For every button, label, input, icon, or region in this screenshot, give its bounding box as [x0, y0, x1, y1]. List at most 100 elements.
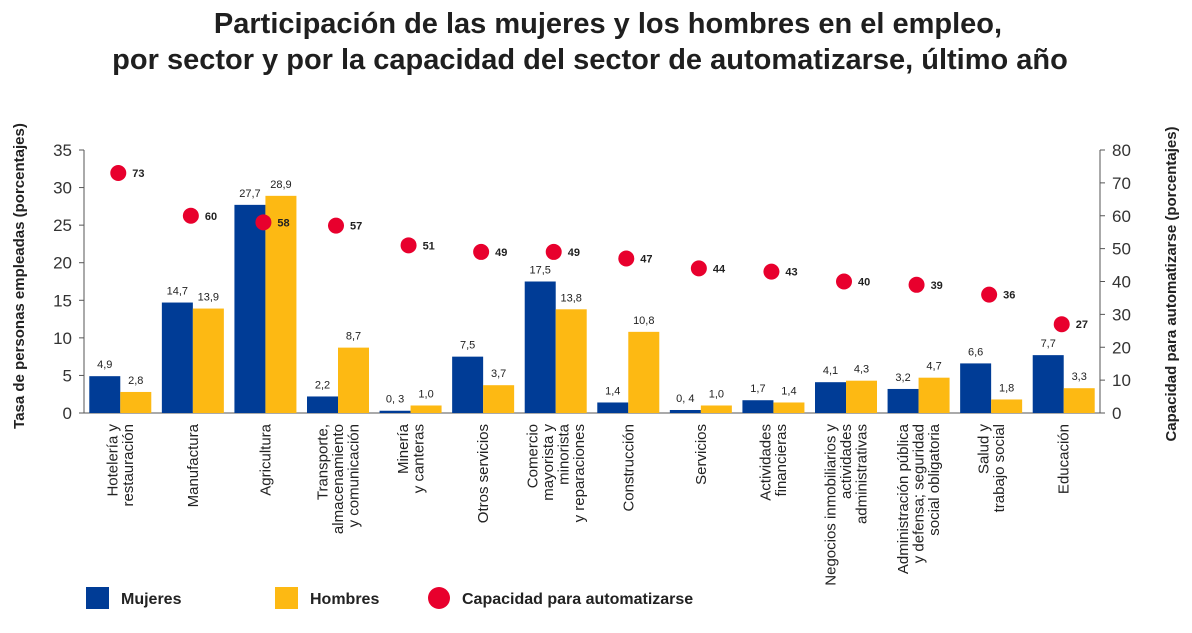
bar-mujeres: [379, 410, 411, 413]
bar-hombres: [120, 391, 152, 413]
category-label-line: y defensa; seguridad: [911, 424, 928, 563]
category-label-line: Educación: [1056, 424, 1073, 494]
dot-capacidad: [1053, 316, 1070, 333]
bar-label-mujeres: 2,2: [315, 379, 330, 391]
bar-hombres: [918, 377, 950, 413]
y-tick-label: 15: [53, 291, 72, 310]
bar-hombres: [265, 195, 297, 413]
dot-capacidad: [545, 243, 562, 260]
y2-tick-label: 50: [1112, 240, 1131, 259]
bar-mujeres: [161, 302, 193, 413]
bar-label-hombres: 2,8: [128, 375, 143, 387]
category-label-line: Manufactura: [185, 423, 202, 507]
bar-hombres: [555, 309, 587, 413]
y2-tick-label: 60: [1112, 207, 1131, 226]
bar-mujeres: [742, 400, 774, 413]
bar-mujeres: [597, 402, 629, 413]
dot-label-capacidad: 60: [205, 211, 217, 223]
dot-capacidad: [981, 286, 998, 303]
bar-label-hombres: 13,8: [561, 292, 582, 304]
bar-mujeres: [234, 204, 266, 413]
category-label-line: mayorista y: [540, 424, 557, 501]
y-tick-label: 25: [53, 216, 72, 235]
bar-mujeres: [524, 281, 556, 413]
y-axis-label: Tasa de personas empleadas (porcentajes): [11, 123, 28, 429]
bar-label-mujeres: 4,1: [823, 365, 838, 377]
bar-label-mujeres: 6,6: [968, 346, 983, 358]
dot-label-capacidad: 36: [1003, 290, 1015, 302]
dot-label-capacidad: 49: [495, 247, 507, 259]
dot-capacidad: [255, 214, 272, 231]
category-label: Negocios inmobiliarios yactividadesadmin…: [823, 424, 871, 586]
category-label-line: y comunicación: [346, 424, 363, 527]
bar-label-mujeres: 4,9: [97, 359, 112, 371]
y2-tick-label: 0: [1112, 404, 1121, 423]
bar-hombres: [628, 331, 660, 413]
category-label: Educación: [1056, 424, 1073, 494]
bar-label-mujeres: 3,2: [895, 372, 910, 384]
bar-label-hombres: 1,0: [418, 388, 433, 400]
bar-mujeres: [452, 356, 484, 413]
bar-mujeres: [815, 382, 846, 413]
category-label-line: Transporte,: [315, 424, 332, 500]
category-label-line: minorista: [555, 423, 572, 485]
category-label-line: almacenamiento: [330, 424, 347, 534]
dot-capacidad: [110, 165, 127, 182]
dot-label-capacidad: 40: [858, 277, 870, 289]
category-label-line: Negocios inmobiliarios y: [823, 424, 840, 586]
bar-label-hombres: 8,7: [346, 331, 361, 343]
dot-capacidad: [328, 217, 344, 234]
chart-title-line-1: Participación de las mujeres y los hombr…: [213, 8, 1003, 40]
bar-hombres: [1063, 388, 1095, 413]
y2-tick-label: 70: [1112, 174, 1131, 193]
bar-label-hombres: 4,7: [926, 361, 941, 373]
bar-label-mujeres: 1,7: [750, 383, 765, 395]
category-label-line: Construcción: [620, 424, 637, 512]
bar-hombres: [991, 399, 1023, 413]
bar-label-hombres: 10,8: [633, 315, 654, 327]
category-label: Servicios: [693, 424, 710, 485]
bar-label-mujeres: 17,5: [530, 265, 551, 277]
y2-tick-label: 80: [1112, 141, 1131, 160]
category-label-line: actividades: [838, 424, 855, 499]
bar-label-hombres: 3,3: [1072, 371, 1087, 383]
y-tick-label: 0: [63, 404, 72, 423]
dot-label-capacidad: 51: [423, 240, 435, 252]
dot-label-capacidad: 73: [132, 168, 144, 180]
dot-label-capacidad: 44: [713, 263, 726, 275]
dot-label-capacidad: 58: [277, 217, 289, 229]
bar-hombres: [846, 380, 877, 413]
bar-label-mujeres: 14,7: [167, 286, 188, 298]
y-tick-label: 10: [53, 329, 72, 348]
bar-mujeres: [960, 363, 992, 413]
category-label: Manufactura: [185, 423, 202, 507]
category-label-line: Otros servicios: [475, 424, 492, 523]
y2-tick-label: 30: [1112, 305, 1131, 324]
dot-capacidad: [182, 207, 199, 224]
category-label-line: administrativas: [854, 424, 871, 524]
category-label-line: trabajo social: [991, 424, 1008, 512]
category-label-line: Actividades: [758, 424, 775, 501]
legend-label: Capacidad para automatizarse: [462, 591, 693, 608]
category-label-line: restauración: [120, 424, 137, 507]
bar-label-mujeres: 0, 4: [676, 393, 694, 405]
bar-label-mujeres: 0, 3: [386, 394, 404, 406]
dot-label-capacidad: 39: [931, 280, 943, 292]
bar-hombres: [483, 385, 515, 413]
legend-swatch-mujeres: [86, 587, 109, 609]
dot-label-capacidad: 27: [1076, 319, 1088, 331]
legend-label: Hombres: [310, 591, 379, 608]
dot-capacidad: [763, 263, 780, 280]
category-label-line: y reparaciones: [571, 424, 588, 522]
bar-label-hombres: 1,0: [709, 388, 724, 400]
y2-tick-label: 20: [1112, 338, 1131, 357]
dot-label-capacidad: 47: [640, 253, 652, 265]
category-label: Agricultura: [257, 423, 274, 495]
category-label-line: y canteras: [410, 424, 427, 493]
category-label: Otros servicios: [475, 424, 492, 523]
bar-hombres: [338, 347, 369, 413]
